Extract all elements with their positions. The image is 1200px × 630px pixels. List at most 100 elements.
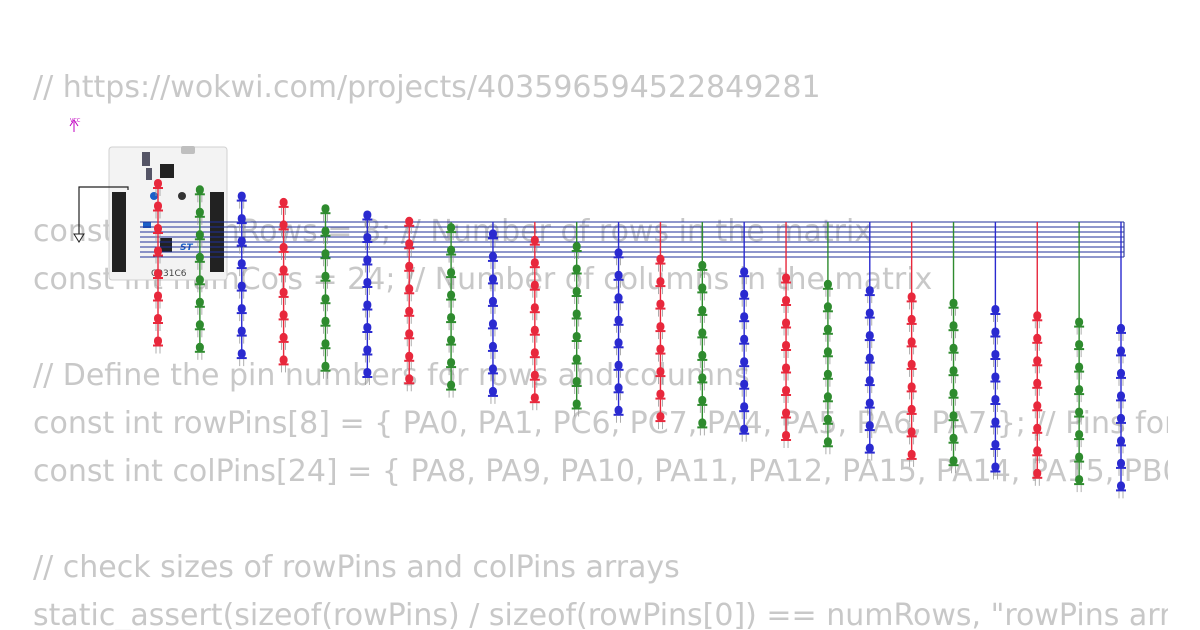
led[interactable] <box>194 230 205 248</box>
led[interactable] <box>948 298 959 316</box>
led[interactable] <box>487 229 498 247</box>
led[interactable] <box>571 264 582 282</box>
led[interactable] <box>320 226 331 244</box>
led[interactable] <box>655 412 666 430</box>
led[interactable] <box>906 292 917 310</box>
led[interactable] <box>781 408 792 426</box>
led[interactable] <box>864 353 875 371</box>
led[interactable] <box>362 255 373 273</box>
led[interactable] <box>362 345 373 363</box>
led[interactable] <box>487 296 498 314</box>
led[interactable] <box>864 398 875 416</box>
led[interactable] <box>864 376 875 394</box>
led[interactable] <box>153 269 163 286</box>
led[interactable] <box>739 267 750 285</box>
led[interactable] <box>236 236 247 254</box>
led[interactable] <box>487 319 498 337</box>
led[interactable] <box>529 303 540 321</box>
led[interactable] <box>362 278 373 295</box>
led[interactable] <box>278 242 289 260</box>
led[interactable] <box>781 363 792 381</box>
led[interactable] <box>948 366 959 384</box>
led[interactable] <box>822 369 833 387</box>
led[interactable] <box>446 245 457 263</box>
led[interactable] <box>194 275 205 293</box>
led[interactable] <box>362 210 373 228</box>
led[interactable] <box>1074 317 1085 335</box>
led[interactable] <box>948 388 959 406</box>
led[interactable] <box>1116 391 1126 409</box>
led[interactable] <box>655 389 666 407</box>
led[interactable] <box>1032 468 1043 486</box>
led[interactable] <box>153 336 163 354</box>
led[interactable] <box>404 374 415 392</box>
led[interactable] <box>990 462 1001 480</box>
led[interactable] <box>236 259 247 277</box>
led[interactable] <box>487 364 498 382</box>
led[interactable] <box>822 392 833 410</box>
led[interactable] <box>655 299 666 317</box>
led[interactable] <box>990 440 1001 457</box>
led[interactable] <box>320 249 331 267</box>
led[interactable] <box>529 280 540 298</box>
led[interactable] <box>194 342 205 360</box>
led[interactable] <box>194 320 205 338</box>
led[interactable] <box>446 313 457 331</box>
led[interactable] <box>529 325 540 343</box>
led[interactable] <box>1074 385 1085 403</box>
led[interactable] <box>697 283 708 301</box>
led[interactable] <box>362 323 373 340</box>
led[interactable] <box>739 379 750 397</box>
led[interactable] <box>1074 362 1085 380</box>
led[interactable] <box>948 321 959 339</box>
led[interactable] <box>948 456 959 474</box>
led[interactable] <box>781 431 792 448</box>
led[interactable] <box>529 348 540 366</box>
led[interactable] <box>446 268 457 286</box>
led[interactable] <box>153 291 163 309</box>
led[interactable] <box>404 216 415 234</box>
led[interactable] <box>906 382 917 400</box>
led[interactable] <box>194 252 205 270</box>
led[interactable] <box>362 300 373 318</box>
led[interactable] <box>864 331 875 349</box>
led[interactable] <box>362 233 373 250</box>
led[interactable] <box>153 246 163 264</box>
led[interactable] <box>1074 430 1085 448</box>
led[interactable] <box>1116 436 1126 454</box>
led[interactable] <box>362 368 373 385</box>
led[interactable] <box>1074 340 1085 358</box>
led[interactable] <box>990 417 1001 435</box>
led[interactable] <box>822 324 833 342</box>
led[interactable] <box>278 265 289 283</box>
led[interactable] <box>906 359 917 377</box>
led[interactable] <box>864 308 875 326</box>
led[interactable] <box>278 332 289 350</box>
led[interactable] <box>320 339 331 357</box>
led[interactable] <box>697 373 708 391</box>
led[interactable] <box>948 343 959 361</box>
led[interactable] <box>822 302 833 320</box>
led[interactable] <box>529 370 540 388</box>
led[interactable] <box>906 449 917 467</box>
led[interactable] <box>278 310 289 328</box>
led[interactable] <box>404 261 415 279</box>
led[interactable] <box>864 286 875 304</box>
led[interactable] <box>990 305 1001 322</box>
led[interactable] <box>822 437 833 455</box>
led[interactable] <box>697 328 708 346</box>
led[interactable] <box>613 338 624 356</box>
led[interactable] <box>1032 446 1043 464</box>
led[interactable] <box>404 239 415 257</box>
led[interactable] <box>906 337 917 355</box>
led[interactable] <box>1074 452 1085 470</box>
led[interactable] <box>487 274 498 292</box>
led[interactable] <box>1116 413 1126 431</box>
led[interactable] <box>990 350 1001 367</box>
led[interactable] <box>404 351 415 369</box>
led[interactable] <box>320 294 331 312</box>
led[interactable] <box>990 372 1001 390</box>
led[interactable] <box>278 355 289 373</box>
led[interactable] <box>487 386 498 404</box>
led[interactable] <box>236 214 247 232</box>
